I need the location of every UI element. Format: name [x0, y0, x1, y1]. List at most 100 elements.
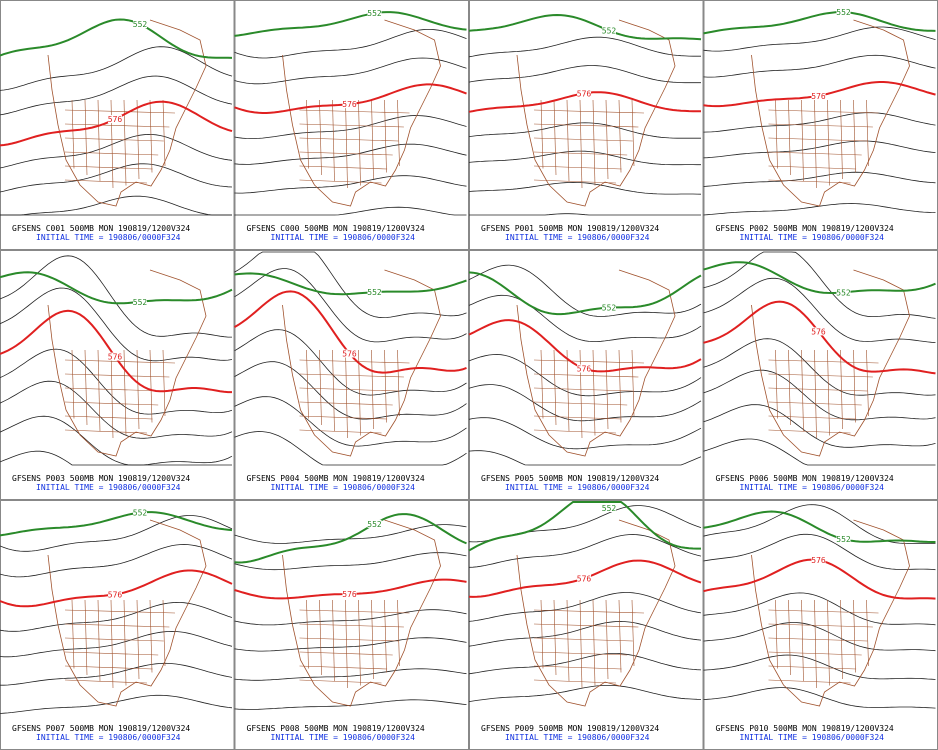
- state-border: [533, 109, 645, 114]
- state-border: [136, 99, 140, 180]
- contour-label: 552: [602, 304, 617, 313]
- label-bg: [108, 115, 122, 124]
- state-border: [64, 679, 148, 684]
- state-border: [775, 99, 778, 169]
- state-border: [533, 651, 628, 656]
- state-border: [631, 349, 635, 417]
- panel-frame: [0, 0, 235, 250]
- map-panel: 552 576 GFSENS P003 500MB MON 190819/1200V…: [0, 250, 235, 500]
- contour-label: 552: [836, 8, 851, 17]
- state-border: [827, 349, 830, 436]
- state-border: [299, 359, 410, 364]
- panel-title: GFSENS P002 500MB MON 190819/1200V324: [716, 224, 894, 233]
- height-contour: [234, 668, 467, 681]
- height-contour: [234, 29, 467, 59]
- state-border: [814, 599, 817, 689]
- height-contour: [0, 380, 233, 439]
- label-bg: [108, 352, 122, 361]
- state-border: [299, 401, 393, 406]
- state-border: [533, 679, 617, 684]
- height-contour: [468, 122, 701, 139]
- coastline: [751, 269, 910, 457]
- state-border: [84, 349, 88, 426]
- height-contour: [468, 620, 702, 647]
- state-border: [788, 599, 791, 676]
- height-contour: [468, 534, 702, 568]
- height-contour: [0, 75, 233, 116]
- state-border: [397, 349, 400, 417]
- panel-initial-time: INITIAL TIME = 190806/0000F324: [505, 483, 650, 492]
- height-contour: [703, 54, 936, 78]
- panel-initial-time: INITIAL TIME = 190806/0000F324: [740, 233, 885, 242]
- height-contour: [0, 515, 233, 552]
- state-border: [618, 99, 622, 173]
- map-panel: 552 576 GFSENS P008 500MB MON 190819/1200V…: [234, 500, 469, 750]
- height-contour: [468, 450, 702, 466]
- height-contour: [0, 163, 233, 193]
- state-border: [71, 349, 75, 419]
- state-border: [319, 599, 322, 676]
- state-border: [579, 599, 583, 689]
- height-contour: [703, 277, 936, 343]
- caption-bg: [242, 471, 458, 491]
- height-contour: [468, 264, 702, 317]
- state-border: [149, 349, 153, 423]
- state-border: [97, 349, 101, 432]
- coastline: [282, 269, 441, 457]
- state-border: [840, 349, 843, 430]
- height-contour: [468, 354, 702, 397]
- state-border: [299, 109, 410, 114]
- state-border: [768, 665, 857, 670]
- state-border: [814, 349, 817, 439]
- caption-bg: [711, 721, 927, 741]
- state-border: [64, 179, 148, 184]
- contour-552: [703, 261, 936, 295]
- state-border: [801, 349, 804, 432]
- state-border: [605, 599, 609, 680]
- panel-title: GFSENS P005 500MB MON 190819/1200V324: [481, 474, 659, 483]
- state-border: [592, 99, 596, 186]
- contour-label: 576: [108, 590, 123, 599]
- panel-initial-time: INITIAL TIME = 190806/0000F324: [505, 733, 650, 742]
- state-border: [149, 599, 153, 673]
- contour-552: [703, 510, 936, 543]
- panel-title: GFSENS C001 500MB MON 190819/1200V324: [12, 224, 190, 233]
- contour-552: [0, 271, 233, 305]
- panel-title: GFSENS P010 500MB MON 190819/1200V324: [716, 724, 894, 733]
- height-contour: [234, 115, 467, 139]
- state-border: [801, 99, 804, 182]
- state-border: [71, 599, 75, 669]
- label-bg: [133, 20, 147, 29]
- state-border: [853, 99, 856, 173]
- contour-label: 576: [811, 92, 826, 101]
- height-contour: [703, 533, 936, 571]
- coastline: [516, 19, 676, 207]
- panel-initial-time: INITIAL TIME = 190806/0000F324: [271, 483, 416, 492]
- state-border: [64, 151, 159, 156]
- contour-552: [468, 501, 701, 552]
- label-bg: [577, 574, 591, 583]
- state-border: [64, 137, 164, 142]
- panel-initial-time: INITIAL TIME = 190806/0000F324: [740, 733, 885, 742]
- caption-bg: [477, 471, 692, 491]
- state-border: [866, 599, 869, 667]
- coastline: [516, 519, 676, 707]
- state-border: [605, 349, 609, 430]
- state-border: [553, 99, 557, 176]
- contour-label: 576: [811, 556, 826, 565]
- state-border: [162, 599, 166, 667]
- state-border: [397, 599, 400, 667]
- state-border: [332, 99, 335, 182]
- state-border: [71, 99, 75, 169]
- state-border: [840, 599, 843, 680]
- state-border: [533, 179, 617, 184]
- contour-label: 552: [133, 298, 148, 307]
- coastline: [516, 269, 676, 457]
- height-contour: [468, 36, 701, 58]
- state-border: [533, 123, 639, 128]
- height-contour: [703, 171, 936, 187]
- state-border: [149, 99, 153, 173]
- height-contour: [468, 417, 702, 450]
- height-contour: [703, 251, 936, 319]
